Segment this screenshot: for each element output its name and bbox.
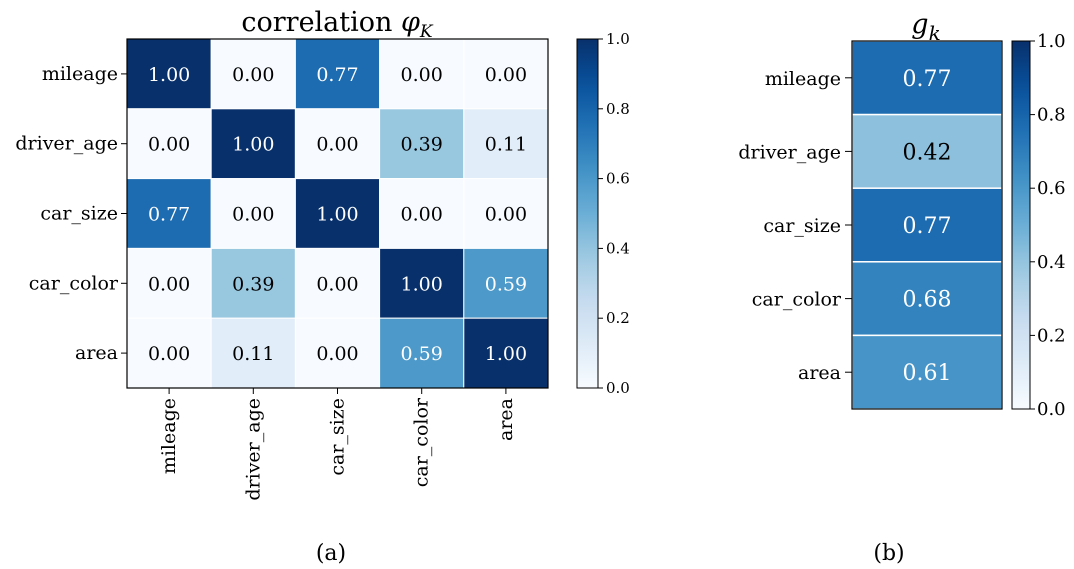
colorbar-tick-label: 1.0 [1037, 31, 1066, 52]
heatmap-cell-value: 0.00 [148, 134, 190, 156]
heatmap-cell-value: 0.00 [316, 134, 358, 156]
heatmap-cell-value: 0.39 [401, 134, 443, 156]
colorbar-gradient [1011, 40, 1031, 410]
heatmap-cell-value: 0.00 [148, 343, 190, 365]
y-tick-label: car_color [752, 289, 842, 311]
panel-a-caption: (a) [316, 541, 346, 566]
heatmap-cell [463, 247, 549, 319]
heatmap-cell-value: 0.00 [316, 273, 358, 295]
heatmap-cell-value: 0.00 [401, 64, 443, 86]
heatmap-cell [379, 247, 465, 319]
heatmap-cell-value: 0.00 [148, 273, 190, 295]
heatmap-cell-value: 1.00 [485, 343, 527, 365]
heatmap-cell-value: 1.00 [316, 204, 358, 226]
heatmap-cell [463, 108, 549, 180]
gk-cell-value: 0.77 [903, 67, 952, 92]
x-tick-label: mileage [158, 398, 180, 474]
heatmap-cell [463, 317, 549, 389]
gk-cell-value: 0.68 [903, 288, 952, 313]
heatmap-cell [379, 178, 465, 249]
heatmap-cell-value: 0.11 [232, 343, 274, 365]
heatmap-cell [126, 108, 212, 180]
gk-cell [851, 113, 1003, 189]
gk-cell [851, 261, 1003, 337]
panel-b-cells [851, 40, 1003, 410]
gk-cell [851, 334, 1003, 410]
panel-b-title: gk [911, 9, 940, 45]
heatmap-cell-value: 0.00 [232, 64, 274, 86]
y-tick-label: car_color [29, 272, 119, 294]
heatmap-cell-value: 0.00 [485, 204, 527, 226]
heatmap-cell [294, 178, 381, 249]
heatmap-cell [294, 247, 381, 319]
y-tick-label: driver_age [738, 141, 841, 163]
y-tick-label: car_size [763, 215, 841, 237]
heatmap-cell [210, 247, 296, 319]
colorbar-tick-label: 0.8 [606, 100, 630, 118]
heatmap-cell-value: 0.39 [232, 273, 274, 295]
y-tick-label: area [75, 342, 118, 364]
x-tick-label: car_color [411, 397, 433, 487]
gk-cell-value: 0.42 [903, 140, 952, 165]
colorbar-tick-label: 0.8 [1037, 105, 1066, 126]
heatmap-cell [210, 317, 296, 389]
panel-b-caption: (b) [873, 541, 904, 566]
colorbar-tick-label: 0.6 [606, 170, 630, 188]
colorbar-tick-label: 0.2 [1037, 325, 1066, 346]
heatmap-cell-value: 0.77 [316, 64, 358, 86]
colorbar-tick-label: 0.4 [1037, 252, 1066, 273]
heatmap-cell-value: 0.00 [232, 204, 274, 226]
y-tick-label: car_size [40, 203, 118, 225]
heatmap-cell-value: 1.00 [232, 134, 274, 156]
panel-a-cells [126, 38, 549, 389]
colorbar-tick-label: 0.6 [1037, 178, 1066, 199]
heatmap-cell [126, 38, 212, 110]
heatmap-cell [126, 317, 212, 389]
heatmap-cell-value: 1.00 [148, 64, 190, 86]
heatmap-cell-value: 0.00 [316, 343, 358, 365]
gk-cell-value: 0.77 [903, 214, 952, 239]
panel-a-colorbar: 0.0 0.2 0.4 0.6 0.8 1.0 [576, 30, 630, 397]
gk-cell-value: 0.61 [903, 361, 952, 386]
colorbar-tick-label: 0.0 [1037, 399, 1066, 420]
y-tick-label: area [798, 362, 841, 384]
colorbar-tick-label: 0.0 [606, 379, 630, 397]
heatmap-cell-value: 0.59 [401, 343, 443, 365]
heatmap-cell [210, 38, 296, 110]
y-tick-label: driver_age [15, 133, 118, 155]
heatmap-cell [463, 38, 549, 110]
heatmap-cell-value: 0.59 [485, 273, 527, 295]
y-tick-label: mileage [765, 68, 841, 90]
heatmap-cell [379, 38, 465, 110]
colorbar-tick-label: 0.2 [606, 309, 630, 327]
heatmap-cell-value: 1.00 [401, 273, 443, 295]
heatmap-cell-value: 0.11 [485, 134, 527, 156]
heatmap-cell-value: 0.00 [485, 64, 527, 86]
heatmap-cell-value: 0.77 [148, 204, 190, 226]
heatmap-cell [294, 108, 381, 180]
x-tick-label: car_size [327, 398, 349, 476]
x-tick-label: driver_age [242, 398, 264, 501]
x-tick-label: area [495, 398, 517, 441]
panel-b-colorbar: 0.0 0.2 0.4 0.6 0.8 1.0 [1011, 31, 1066, 420]
panel-a-cell-labels: 1.00 0.00 0.77 0.00 0.00 0.00 1.00 0.00 0.39 0.11… [148, 64, 527, 365]
panel-a-x-ticks: mileage driver_age car_size car_color area [158, 388, 517, 501]
panel-b-gk-heatmap: gk 0.77 0.42 0.77 0.68 0.61 mileage driver_ag… [738, 9, 1065, 566]
panel-b-cell-labels: 0.77 0.42 0.77 0.68 0.61 [903, 67, 952, 386]
colorbar-tick-label: 1.0 [606, 30, 630, 48]
y-tick-label: mileage [42, 63, 118, 85]
heatmap-cell [294, 317, 381, 389]
panel-a-title: correlation φK [241, 7, 434, 42]
heatmap-cell [210, 178, 296, 249]
heatmap-cell-value: 0.00 [401, 204, 443, 226]
panel-a-correlation-heatmap: correlation φK 1.00 0.00 0.77 0.00 0.000.00 1… [15, 7, 629, 566]
colorbar-tick-label: 0.4 [606, 239, 630, 257]
colorbar-gradient [576, 38, 599, 389]
